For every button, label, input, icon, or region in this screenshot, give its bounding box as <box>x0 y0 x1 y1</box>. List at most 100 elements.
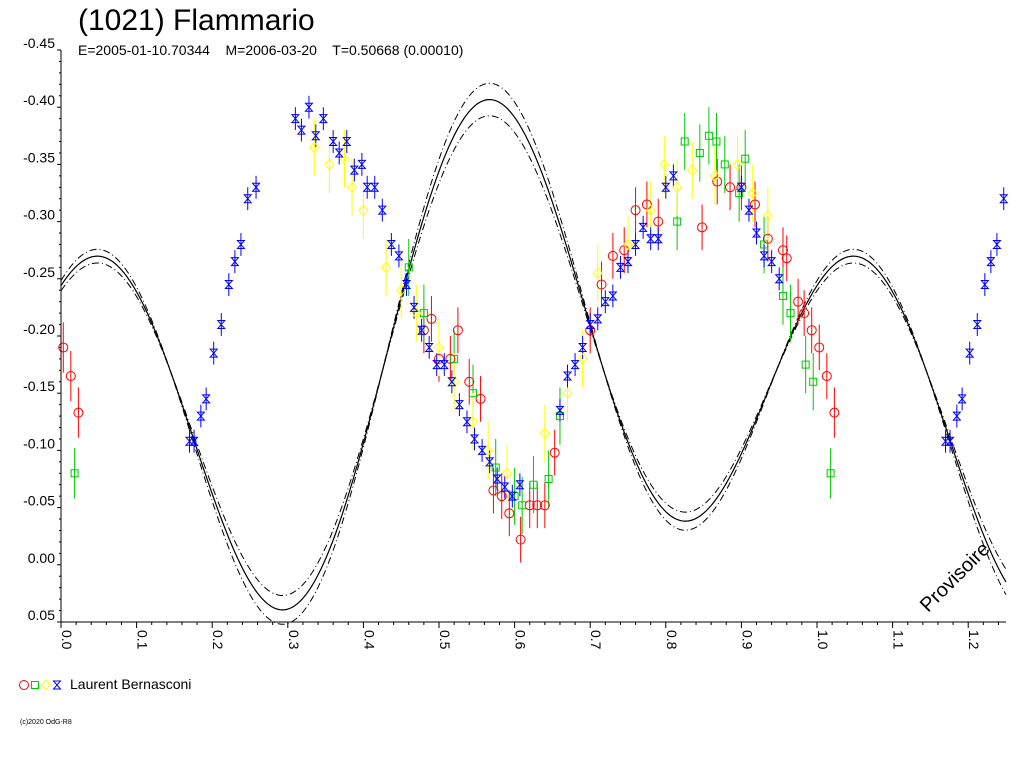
data-point-red <box>829 407 840 418</box>
model-curve-upper <box>60 82 1007 625</box>
data-point-yellow <box>346 181 358 194</box>
data-point-blue <box>296 125 307 135</box>
data-point-blue <box>562 371 573 381</box>
data-point-red <box>445 353 456 364</box>
data-point-red <box>585 325 596 336</box>
data-point-blue <box>585 320 595 330</box>
data-point-green <box>712 137 721 146</box>
data-point-red <box>806 325 817 336</box>
data-point-yellow <box>380 261 392 274</box>
data-point-green <box>741 154 750 163</box>
data-point-yellow <box>433 341 445 354</box>
data-point-yellow <box>709 170 721 182</box>
data-point-blue <box>201 394 211 404</box>
data-points <box>58 102 1009 545</box>
data-point-red <box>596 279 607 290</box>
data-point-green <box>404 263 413 272</box>
data-point-blue <box>196 411 206 421</box>
x-tick-label: 0.3 <box>286 630 302 650</box>
data-point-red <box>65 371 76 382</box>
data-point-blue <box>424 342 434 352</box>
data-point-blue <box>646 234 656 244</box>
data-point-green <box>801 360 810 369</box>
data-point-blue <box>290 114 300 124</box>
data-point-red <box>607 250 618 261</box>
x-tick-label: 0.4 <box>361 630 377 650</box>
data-point-green <box>469 389 478 398</box>
data-point-green <box>680 137 689 146</box>
data-point-blue <box>394 251 404 261</box>
x-tick-label: 1.0 <box>815 630 831 650</box>
x-tick-label: 0.2 <box>210 630 226 650</box>
data-point-blue <box>224 280 234 290</box>
data-point-yellow <box>645 204 656 216</box>
data-point-green <box>518 501 527 510</box>
legend-label: Laurent Bernasconi <box>70 676 192 692</box>
model-curves <box>60 82 1007 625</box>
axes: -0.45 -0.40 -0.35 -0.30 -0.25 -0.20 -0.15 -0.10… <box>23 35 1006 650</box>
data-point-blue <box>349 165 359 175</box>
y-tick-label: -0.35 <box>23 149 55 165</box>
data-point-yellow <box>467 416 479 428</box>
legend-marker-red <box>19 680 29 690</box>
data-point-blue <box>328 137 338 147</box>
data-point-blue <box>600 297 610 307</box>
data-point-red <box>452 325 463 336</box>
data-point-green <box>70 469 79 478</box>
data-point-green <box>529 480 538 489</box>
data-point-blue <box>615 262 626 272</box>
y-tick-label: -0.45 <box>23 35 55 51</box>
data-point-blue <box>593 314 603 324</box>
legend: Laurent Bernasconi <box>18 674 191 694</box>
data-point-blue <box>477 445 487 455</box>
y-tick-label: -0.30 <box>23 207 55 223</box>
data-point-red <box>504 508 515 519</box>
data-point-green <box>809 377 818 386</box>
data-point-blue <box>661 182 671 192</box>
data-point-red <box>73 407 84 418</box>
data-point-red <box>532 500 543 511</box>
data-point-yellow <box>671 181 683 194</box>
data-point-green <box>704 131 713 140</box>
data-point-blue <box>957 394 967 404</box>
data-point-blue <box>401 280 412 290</box>
legend-marker-yellow <box>40 679 52 691</box>
data-point-green <box>695 148 704 157</box>
x-tick-label: 0.0 <box>59 630 75 650</box>
chart-subtitle: E=2005-01-10.70344 M=2006-03-20 T=0.5066… <box>78 42 464 58</box>
data-point-blue <box>311 131 321 141</box>
data-point-blue <box>630 239 641 249</box>
data-point-blue <box>744 205 754 215</box>
legend-marker-green <box>31 681 39 689</box>
x-tick-label: 0.5 <box>437 630 453 650</box>
data-point-blue <box>432 360 442 370</box>
data-point-blue <box>454 400 465 410</box>
data-point-red <box>697 222 708 233</box>
data-point-blue <box>409 302 419 312</box>
data-point-blue <box>492 474 502 484</box>
x-tick-label: 0.1 <box>135 630 151 650</box>
data-point-red <box>496 491 507 502</box>
data-point-blue <box>751 228 762 238</box>
data-point-blue <box>362 182 372 192</box>
data-point-blue <box>243 194 253 204</box>
data-point-blue <box>578 342 588 352</box>
data-point-blue <box>236 239 246 249</box>
data-point-blue <box>209 348 219 358</box>
data-point-red <box>426 313 437 324</box>
x-tick-label: 1.1 <box>891 630 907 650</box>
data-point-yellow <box>622 238 634 251</box>
x-tick-label: 1.2 <box>966 630 982 650</box>
data-point-blue <box>767 257 777 267</box>
copyright-notice: (c)2020 OdG-R8 <box>20 719 72 726</box>
data-point-blue <box>447 377 457 387</box>
data-point-blue <box>555 405 565 415</box>
data-point-red <box>515 534 526 545</box>
data-point-green <box>826 469 835 478</box>
data-point-red <box>814 342 825 353</box>
y-tick-label: -0.10 <box>23 435 55 451</box>
data-point-yellow <box>358 204 369 216</box>
data-point-green <box>720 160 729 169</box>
data-point-yellow <box>448 376 460 388</box>
